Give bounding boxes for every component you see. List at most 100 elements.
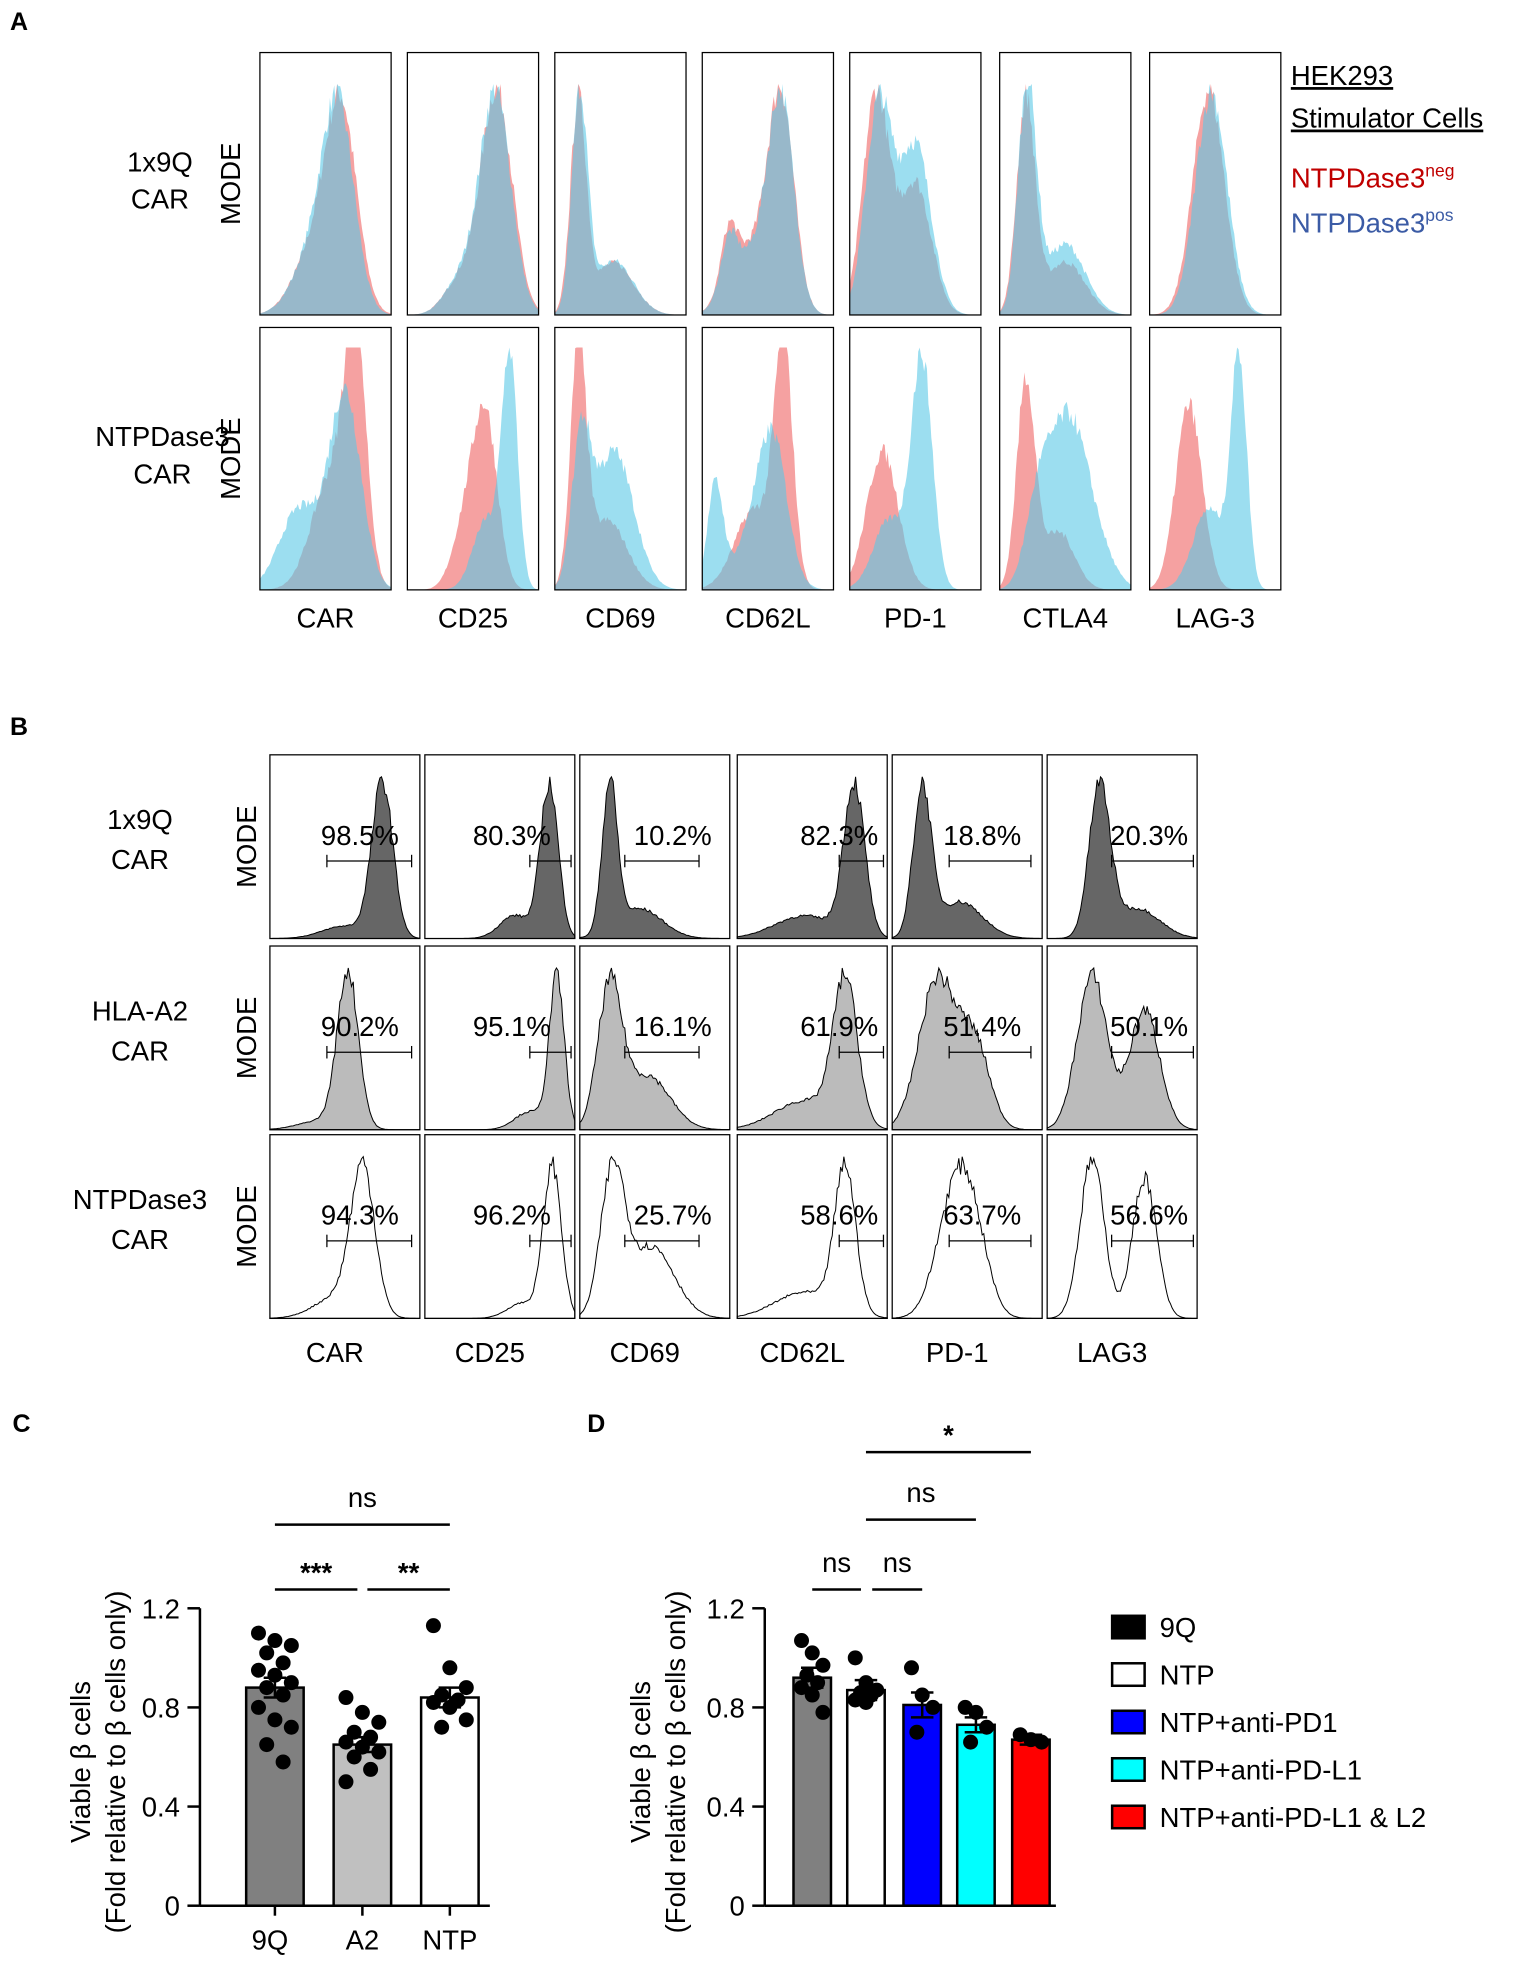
plot-frame — [849, 51, 982, 316]
panel-label: B — [10, 713, 28, 741]
legend-entry: NTPDase3pos — [1291, 205, 1454, 238]
data-point — [425, 1618, 441, 1634]
histogram — [736, 776, 888, 940]
y-tick-label: 0.8 — [142, 1692, 180, 1723]
y-label: MODE — [231, 1185, 262, 1267]
gate-percent: 82.3% — [800, 820, 878, 851]
x-tick-label: 9Q — [252, 1924, 289, 1955]
data-point — [338, 1774, 354, 1790]
significance-label: ** — [398, 1557, 420, 1588]
histogram — [424, 776, 576, 940]
histogram-pos — [554, 411, 687, 590]
histogram-pos — [407, 347, 539, 590]
data-point — [909, 1724, 925, 1740]
y-tick-label: 0.4 — [142, 1792, 180, 1823]
data-point — [434, 1719, 450, 1735]
legend-entry: NTPDase3neg — [1291, 160, 1455, 193]
gate-percent: 90.2% — [321, 1011, 399, 1042]
legend-name: NTPDase3 — [1291, 207, 1425, 238]
data-point — [442, 1660, 458, 1676]
plot-frame — [891, 945, 1043, 1131]
legend-swatch — [1110, 1709, 1146, 1735]
gate-percent: 51.4% — [943, 1011, 1021, 1042]
histogram-neg — [1149, 397, 1281, 590]
plot-frame — [1149, 326, 1282, 591]
legend-swatch — [1110, 1662, 1146, 1688]
significance-label: ns — [348, 1482, 377, 1513]
y-axis-label: (Fold relative to β cells only) — [100, 1591, 131, 1934]
data-point — [1034, 1734, 1050, 1750]
plot-frame — [406, 326, 540, 591]
data-point — [425, 1694, 441, 1710]
bar — [955, 1723, 996, 1907]
marker-label: CD69 — [610, 1337, 680, 1368]
row-label: CAR — [133, 459, 191, 490]
gate-percent: 18.8% — [943, 820, 1021, 851]
marker-label: PD-1 — [926, 1337, 989, 1368]
legend-title: Stimulator Cells — [1291, 103, 1483, 134]
histogram — [891, 1156, 1043, 1319]
y-tick-label: 0 — [729, 1891, 744, 1922]
y-axis-label: Viable β cells — [65, 1681, 96, 1843]
bar — [419, 1696, 480, 1907]
histogram — [736, 967, 888, 1131]
x-tick-label: A2 — [346, 1924, 380, 1955]
histogram-pos — [1149, 84, 1281, 315]
panel-label: A — [10, 8, 28, 36]
row-label: HLA-A2 — [92, 995, 188, 1026]
legend-swatch — [1110, 1756, 1146, 1782]
y-tick-label: 0.8 — [707, 1692, 745, 1723]
histogram — [269, 967, 420, 1131]
row-label: 1x9Q — [127, 146, 193, 177]
plot-frame — [424, 754, 576, 940]
data-point — [338, 1734, 354, 1750]
gate-percent: 95.1% — [473, 1011, 551, 1042]
histogram-pos — [999, 401, 1131, 590]
histogram-pos — [407, 84, 539, 315]
plot-frame — [269, 945, 421, 1131]
row-label: CAR — [111, 1035, 169, 1066]
row-label: NTPDase3 — [95, 421, 229, 452]
data-point — [371, 1744, 387, 1760]
plot-frame — [999, 326, 1132, 591]
data-point — [250, 1662, 266, 1678]
histogram — [424, 967, 576, 1131]
data-point — [903, 1660, 919, 1676]
plot-frame — [701, 51, 835, 316]
row-label: CAR — [111, 844, 169, 875]
significance-label: ns — [883, 1547, 912, 1578]
histogram — [1046, 1156, 1198, 1319]
data-point — [458, 1712, 474, 1728]
gate-percent: 50.1% — [1110, 1011, 1188, 1042]
marker-label: CD25 — [455, 1337, 525, 1368]
data-point — [346, 1724, 362, 1740]
plot-frame — [259, 326, 392, 591]
plot-frame — [406, 51, 540, 316]
data-point — [267, 1633, 283, 1649]
gate-percent: 56.6% — [1110, 1200, 1188, 1231]
row-label: CAR — [131, 184, 189, 215]
legend-label: NTP — [1160, 1660, 1215, 1691]
plot-frame — [579, 945, 731, 1131]
marker-label: LAG3 — [1077, 1337, 1147, 1368]
significance-label: ns — [906, 1477, 935, 1508]
plot-frame — [259, 51, 392, 316]
plot-frame — [1046, 945, 1198, 1131]
legend-swatch — [1110, 1614, 1146, 1640]
data-point — [354, 1704, 370, 1720]
y-label: MODE — [231, 805, 262, 887]
marker-label: CAR — [306, 1337, 364, 1368]
plot-frame — [891, 754, 1043, 940]
data-point — [259, 1645, 275, 1661]
plot-frame — [736, 754, 888, 940]
y-label: MODE — [215, 417, 246, 499]
panel-label: D — [587, 1410, 605, 1438]
legend-label: NTP+anti-PD-L1 & L2 — [1160, 1802, 1427, 1833]
legend-name: NTPDase3 — [1291, 163, 1425, 194]
gate-percent: 16.1% — [634, 1011, 712, 1042]
data-point — [283, 1719, 299, 1735]
plot-frame — [999, 51, 1132, 316]
plot-frame — [736, 945, 888, 1131]
data-point — [338, 1690, 354, 1706]
gate-percent: 58.6% — [800, 1200, 878, 1231]
